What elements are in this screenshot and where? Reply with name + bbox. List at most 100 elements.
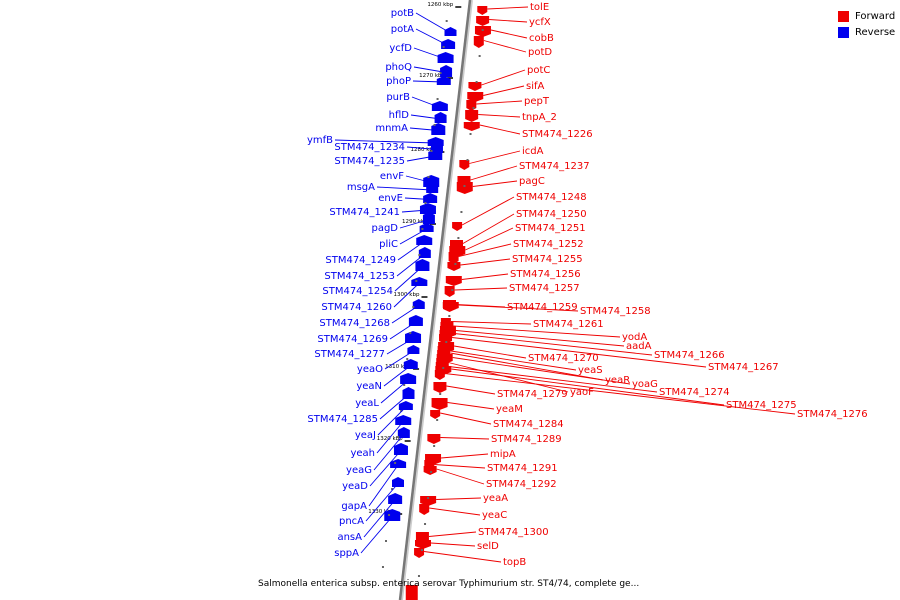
gene-feature-yeam xyxy=(431,398,448,410)
gene-label-stm474-1276: STM474_1276 xyxy=(797,409,868,420)
gene-label-yeaj: yeaJ xyxy=(355,430,376,441)
leader-potb xyxy=(415,12,451,34)
gene-label-pota: potA xyxy=(391,24,414,35)
gene-label-msga: msgA xyxy=(347,182,375,193)
gene-label-tnpa-2: tnpA_2 xyxy=(522,112,557,123)
gene-feature-stm474-1248 xyxy=(452,222,463,231)
gene-label-purb: purB xyxy=(386,92,410,103)
leader-stm474-1261 xyxy=(450,321,532,325)
leader-stm474-1255 xyxy=(460,258,511,266)
minor-feature-dot xyxy=(439,393,442,395)
gene-feature-yeao xyxy=(407,345,420,354)
leader-stm474-1270 xyxy=(454,345,527,359)
leader-yoda xyxy=(453,325,621,338)
leader-stm474-1260 xyxy=(393,282,420,308)
minor-feature-dot xyxy=(417,575,420,577)
leader-stm474-1237 xyxy=(470,165,518,181)
gene-label-stm474-1300: STM474_1300 xyxy=(478,527,549,538)
gene-label-stm474-1267: STM474_1267 xyxy=(708,362,779,373)
leader-ycfd xyxy=(413,47,446,60)
leader-yoag xyxy=(452,357,631,385)
gene-features xyxy=(381,6,491,600)
gene-feature-purb xyxy=(431,101,448,111)
gene-label-pnca: pncA xyxy=(339,516,364,527)
gene-label-mnma: mnmA xyxy=(375,123,408,134)
gene-label-stm474-1255: STM474_1255 xyxy=(512,254,583,265)
gene-label-sppa: sppA xyxy=(334,548,359,559)
leader-mipa xyxy=(440,453,489,459)
gene-label-hfld: hflD xyxy=(389,110,410,121)
leader-sppa xyxy=(360,516,393,554)
leader-yeac xyxy=(429,507,481,516)
minor-feature-dot xyxy=(391,488,394,490)
gene-label-stm474-1249: STM474_1249 xyxy=(325,255,396,266)
minor-feature-dot xyxy=(472,107,475,109)
leader-potd xyxy=(483,40,527,53)
leader-cobb xyxy=(490,29,528,39)
gene-label-aada: aadA xyxy=(626,341,652,352)
gene-feature-ymfb xyxy=(427,137,444,146)
gene-label-stm474-1235: STM474_1235 xyxy=(334,156,405,167)
leader-sifa xyxy=(483,85,525,96)
gene-label-stm474-1268: STM474_1268 xyxy=(319,318,390,329)
leader-enve xyxy=(404,197,431,200)
gene-label-stm474-1285: STM474_1285 xyxy=(307,414,378,425)
leader-yeaj xyxy=(377,406,407,436)
leader-stm474-1291 xyxy=(434,464,486,469)
gene-label-stm474-1257: STM474_1257 xyxy=(509,283,580,294)
gene-feature-potc xyxy=(468,82,482,91)
gene-feature-stm474-1258 xyxy=(442,302,459,311)
gene-label-icda: icdA xyxy=(522,146,544,157)
gene-feature-stm474-1292 xyxy=(423,466,437,475)
leader-stm474-1248 xyxy=(461,196,515,226)
gene-label-phoq: phoQ xyxy=(385,62,412,73)
leader-stm474-1284 xyxy=(440,412,492,425)
gene-label-stm474-1234: STM474_1234 xyxy=(334,142,405,153)
gene-feature-cobb xyxy=(474,26,491,37)
gene-feature-stm474-1256 xyxy=(445,276,462,286)
leader-pagc xyxy=(472,180,518,187)
minor-feature-dot xyxy=(430,471,433,473)
gene-label-stm474-1248: STM474_1248 xyxy=(516,192,587,203)
leader-yeas xyxy=(447,350,577,371)
leader-topb xyxy=(424,551,502,563)
leader-seld xyxy=(430,542,476,547)
leader-stm474-1276 xyxy=(444,373,796,415)
minor-feature-dot xyxy=(394,462,397,464)
gene-feature-ycfd xyxy=(437,52,454,63)
scale-tick-label: 1330 kbp xyxy=(368,509,394,515)
minor-feature-dot xyxy=(454,263,457,265)
gene-feature-stm474-1284 xyxy=(430,410,441,419)
gene-feature-msga xyxy=(426,184,439,193)
scale-tick-label: 1280 kbp xyxy=(410,147,436,153)
gene-feature-pept xyxy=(466,100,477,111)
leader-stm474-1300 xyxy=(428,531,477,537)
gene-label-ycfx: ycfX xyxy=(529,17,551,28)
gene-label-sifa: sifA xyxy=(526,81,545,92)
gene-label-phop: phoP xyxy=(386,76,411,87)
gene-feature-mnma xyxy=(431,123,446,135)
gene-label-stm474-1253: STM474_1253 xyxy=(324,271,395,282)
gene-feature-seld xyxy=(415,540,431,549)
legend-forward: Forward xyxy=(838,8,895,24)
gene-label-stm474-1237: STM474_1237 xyxy=(519,161,590,172)
gene-label-stm474-1274: STM474_1274 xyxy=(659,387,730,398)
leader-hfld xyxy=(410,114,441,120)
leader-yeam xyxy=(447,402,495,410)
leader-ansa xyxy=(363,499,396,538)
minor-feature-dot xyxy=(436,419,439,421)
gene-feature-phoq xyxy=(440,65,453,77)
minor-feature-dot xyxy=(460,211,463,213)
gene-label-yaof: yaoF xyxy=(570,387,594,398)
gene-feature-icda xyxy=(459,160,470,170)
scale-tick-label: 1270 kbp xyxy=(419,73,445,79)
gene-label-tole: tolE xyxy=(530,2,549,13)
minor-feature-dot xyxy=(433,124,436,126)
leader-envf xyxy=(405,175,432,183)
gene-label-potb: potB xyxy=(391,8,414,19)
gene-label-stm474-1256: STM474_1256 xyxy=(510,269,581,280)
leader-stm474-1285 xyxy=(379,394,409,420)
forward-swatch xyxy=(838,10,849,22)
leader-stm474-1274 xyxy=(448,366,658,393)
gene-label-yeam: yeaM xyxy=(496,404,523,415)
